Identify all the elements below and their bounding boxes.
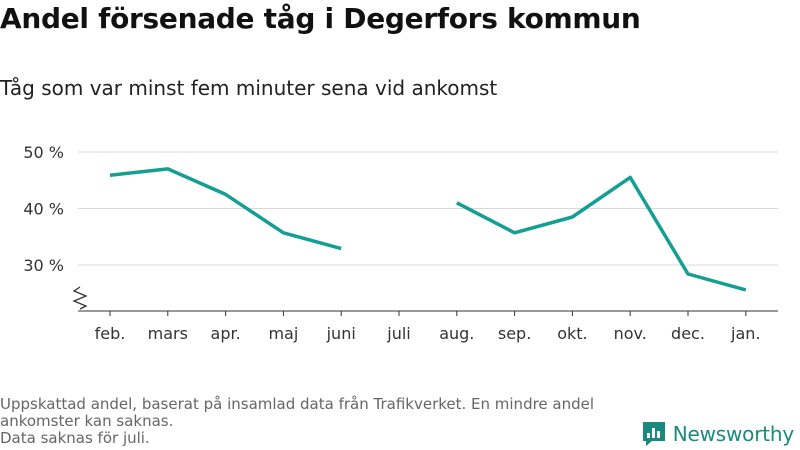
chart-subtitle: Tåg som var minst fem minuter sena vid a… <box>0 76 498 100</box>
x-tick-label: juni <box>326 324 356 343</box>
footer-note-line-1: Uppskattad andel, baserat på insamlad da… <box>0 395 595 430</box>
x-tick-label: maj <box>268 324 298 343</box>
x-tick-label: mars <box>148 324 188 343</box>
axis-break-icon <box>72 286 88 310</box>
gridlines <box>78 151 778 266</box>
footer-note: Uppskattad andel, baserat på insamlad da… <box>0 396 640 447</box>
x-tick-label: okt. <box>557 324 587 343</box>
x-tick-label: dec. <box>671 324 705 343</box>
y-tick-label: 40 % <box>23 200 64 219</box>
x-tick-label: aug. <box>439 324 474 343</box>
y-axis-tick-labels: 30 % 40 % 50 % <box>23 143 64 275</box>
series-line-segment <box>109 167 342 251</box>
series-line-segment <box>455 175 747 292</box>
y-tick-label: 50 % <box>23 143 64 162</box>
x-tick-label: apr. <box>211 324 241 343</box>
x-tick-label: sep. <box>498 324 531 343</box>
x-tick-label: nov. <box>614 324 647 343</box>
x-axis: feb. mars apr. maj juni juli aug. sep. okt. nov. d… <box>72 286 778 343</box>
series-lines <box>109 167 747 292</box>
x-tick-label: juli <box>386 324 410 343</box>
footer-note-line-2: Data saknas för juli. <box>0 429 150 447</box>
brand-logo: Newsworthy <box>641 420 794 448</box>
brand-name: Newsworthy <box>672 422 794 446</box>
bar-chart-speech-bubble-icon <box>642 422 665 446</box>
x-tick-label: feb. <box>95 324 126 343</box>
x-tick-label: jan. <box>730 324 760 343</box>
chart-title: Andel försenade tåg i Degerfors kommun <box>0 2 641 35</box>
y-tick-label: 30 % <box>23 256 64 275</box>
